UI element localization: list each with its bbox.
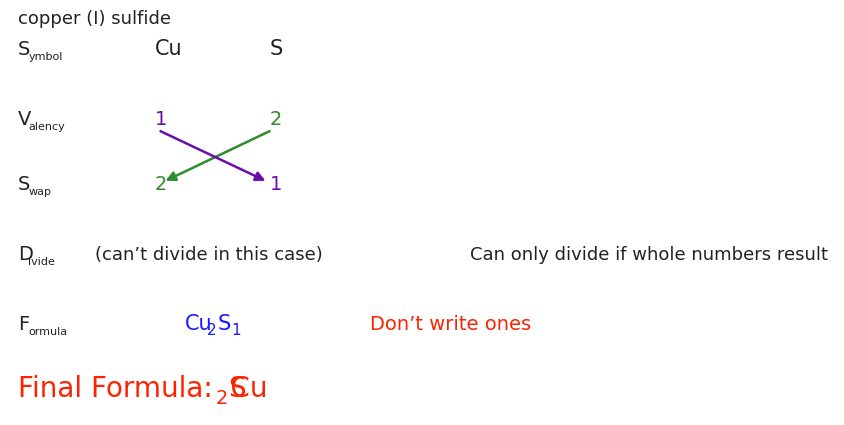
Text: wap: wap: [29, 187, 51, 197]
Text: S: S: [228, 375, 246, 403]
Text: Final Formula:  Cu: Final Formula: Cu: [18, 375, 268, 403]
Text: V: V: [18, 110, 31, 129]
Text: S: S: [218, 314, 231, 334]
Text: 2: 2: [216, 389, 228, 408]
Text: Cu: Cu: [185, 314, 213, 334]
Text: Can only divide if whole numbers result: Can only divide if whole numbers result: [469, 246, 827, 264]
Text: ivide: ivide: [29, 257, 56, 267]
Text: 2: 2: [207, 323, 216, 338]
Text: 2: 2: [154, 175, 167, 194]
Text: S: S: [270, 39, 283, 59]
Text: Cu: Cu: [154, 39, 182, 59]
Text: F: F: [18, 315, 30, 334]
Text: 1: 1: [230, 323, 241, 338]
Text: 2: 2: [270, 110, 282, 129]
Text: copper (I) sulfide: copper (I) sulfide: [18, 10, 170, 28]
Text: Don’t write ones: Don’t write ones: [370, 315, 531, 334]
Text: D: D: [18, 245, 33, 264]
Text: ymbol: ymbol: [29, 52, 62, 62]
Text: S: S: [18, 40, 30, 59]
Text: 1: 1: [270, 175, 282, 194]
Text: S: S: [18, 175, 30, 194]
Text: alency: alency: [29, 122, 65, 132]
Text: ormula: ormula: [29, 327, 68, 337]
Text: (can’t divide in this case): (can’t divide in this case): [95, 246, 322, 264]
Text: 1: 1: [154, 110, 167, 129]
